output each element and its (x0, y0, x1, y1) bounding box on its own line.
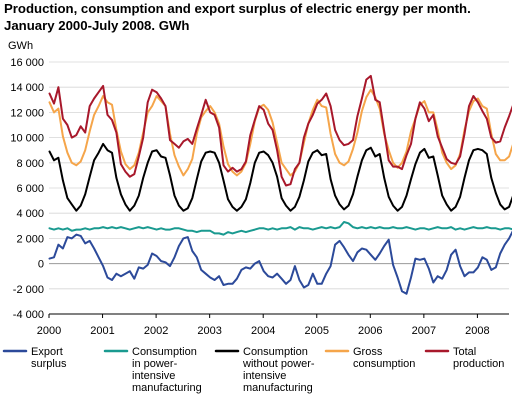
legend-label: Export surplus (31, 346, 67, 370)
chart-title-line-1: Production, consumption and export surpl… (4, 1, 471, 16)
y-axis-unit-label: GWh (8, 40, 33, 52)
y-tick-label: 0 (38, 259, 44, 271)
y-tick-label: 8 000 (16, 158, 44, 170)
legend-label: Total production (453, 346, 504, 370)
y-tick-label: 2 000 (16, 233, 44, 245)
x-tick-label: 2007 (412, 325, 436, 337)
legend-label: Gross consumption (353, 346, 415, 370)
y-tick-label: 16 000 (10, 57, 44, 69)
series-line-consumption-in-power-intensive-manufacturing (48, 221, 512, 236)
series-line-export-surplus (48, 230, 512, 295)
series-line-consumption-without-power-intensive-manufacturing (48, 142, 512, 212)
x-tick-label: 2000 (37, 325, 61, 337)
x-tick-label: 2004 (251, 325, 275, 337)
y-tick-label: -4 000 (13, 309, 44, 321)
x-tick-label: 2003 (197, 325, 221, 337)
y-tick-label: -2 000 (13, 284, 44, 296)
y-tick-label: 12 000 (10, 107, 44, 119)
y-tick-label: 10 000 (10, 133, 44, 145)
y-tick-label: 6 000 (16, 183, 44, 195)
chart-title-line-2: January 2000-July 2008. GWh (4, 18, 190, 33)
y-tick-label: 4 000 (16, 208, 44, 220)
x-tick-label: 2002 (144, 325, 168, 337)
x-tick-label: 2005 (305, 325, 329, 337)
legend-label: Consumption in power-intensive manufacturi… (132, 346, 202, 394)
x-tick-label: 2008 (465, 325, 489, 337)
legend-label: Consumption without power-intensive manufa… (242, 346, 315, 394)
x-tick-label: 2001 (90, 325, 114, 337)
y-tick-label: 14 000 (10, 82, 44, 94)
x-tick-label: 2006 (358, 325, 382, 337)
series-line-total-production (48, 74, 512, 187)
